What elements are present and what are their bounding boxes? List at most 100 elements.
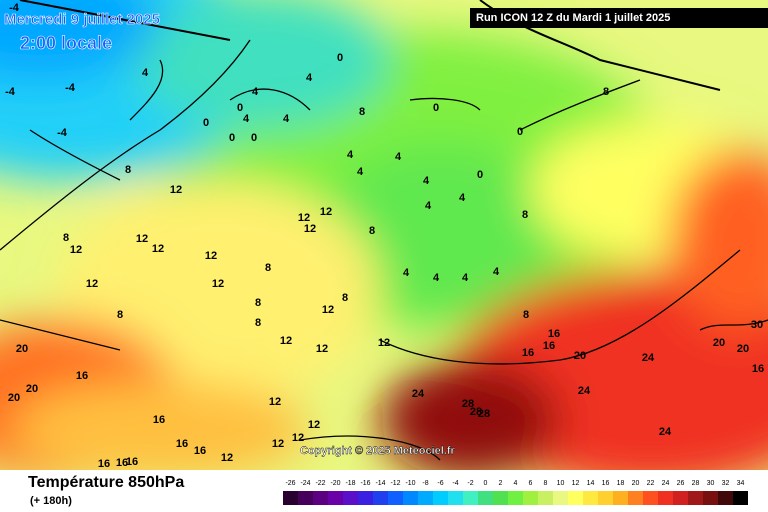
contour-label: -4 <box>65 82 76 94</box>
legend-label: -2 <box>467 480 473 487</box>
footer-lead: (+ 180h) <box>30 495 72 507</box>
contour-label: 12 <box>298 212 310 224</box>
legend-swatch <box>343 491 358 505</box>
legend-swatch <box>718 491 733 505</box>
legend-label: 30 <box>707 480 715 487</box>
legend-label: -26 <box>285 480 295 487</box>
contour-label: 16 <box>194 445 206 457</box>
contour-label: 12 <box>308 419 320 431</box>
contour-label: 12 <box>316 343 328 355</box>
contour-label: 12 <box>292 432 304 444</box>
run-label: Run ICON 12 Z du Mardi 1 juillet 2025 <box>476 12 670 24</box>
legend-label: -22 <box>315 480 325 487</box>
contour-label: 12 <box>205 250 217 262</box>
contour-label: 8 <box>523 309 529 321</box>
legend-swatch <box>538 491 553 505</box>
contour-label: 24 <box>578 385 591 397</box>
contour-label: 20 <box>26 383 38 395</box>
contour-label: 20 <box>737 343 749 355</box>
contour-label: 12 <box>152 243 164 255</box>
contour-label: 0 <box>337 52 343 64</box>
contour-label: 8 <box>125 164 131 176</box>
legend-label: 12 <box>572 480 580 487</box>
contour-label: 12 <box>136 233 148 245</box>
legend-swatch <box>553 491 568 505</box>
legend-swatch <box>478 491 493 505</box>
contour-label: 0 <box>517 126 523 138</box>
legend-swatch <box>493 491 508 505</box>
contour-label: 24 <box>642 352 655 364</box>
contour-label: 16 <box>153 414 165 426</box>
contour-label: 12 <box>170 184 182 196</box>
legend-label: 24 <box>662 480 670 487</box>
legend-swatch <box>463 491 478 505</box>
contour-label: 8 <box>359 106 365 118</box>
legend-swatch <box>703 491 718 505</box>
legend-swatch <box>628 491 643 505</box>
legend-label: -4 <box>452 480 458 487</box>
legend-swatch <box>688 491 703 505</box>
contour-label: 12 <box>86 278 98 290</box>
contour-label: 12 <box>70 244 82 256</box>
legend-swatch <box>373 491 388 505</box>
legend-label: -8 <box>422 480 428 487</box>
contour-label: 20 <box>713 337 725 349</box>
contour-label: 16 <box>548 328 560 340</box>
contour-label: 0 <box>477 169 483 181</box>
contour-label: 20 <box>8 392 20 404</box>
contour-label: 16 <box>126 456 138 468</box>
contour-label: 4 <box>459 192 466 204</box>
footer-title: Température 850hPa <box>28 474 184 491</box>
contour-label: 4 <box>462 272 469 284</box>
legend-label: -20 <box>330 480 340 487</box>
color-legend: -26 -24 -22 -20 -18 -16 -14 -12 -10 -8 -6 -4 -2 0 2 4 6 8… <box>283 480 748 505</box>
legend-swatch <box>658 491 673 505</box>
contour-label: 4 <box>306 72 313 84</box>
local-time: 2:00 locale <box>20 33 112 53</box>
contour-label: 8 <box>255 317 261 329</box>
legend-swatch <box>313 491 328 505</box>
contour-label: 20 <box>16 343 28 355</box>
legend-label: 0 <box>484 480 488 487</box>
contour-label: 12 <box>221 452 233 464</box>
contour-label: 12 <box>378 337 390 349</box>
legend-label: 8 <box>544 480 548 487</box>
contour-label: 0 <box>203 117 209 129</box>
legend-label: 20 <box>632 480 640 487</box>
contour-label: 4 <box>283 113 290 125</box>
contour-label: 28 <box>478 408 490 420</box>
contour-label: 20 <box>574 350 586 362</box>
legend-label: 28 <box>692 480 700 487</box>
contour-label: 8 <box>255 297 261 309</box>
contour-label: 16 <box>522 347 534 359</box>
legend-swatch <box>448 491 463 505</box>
legend-swatch <box>433 491 448 505</box>
legend-swatch <box>523 491 538 505</box>
contour-label: 16 <box>116 457 128 469</box>
contour-label: 30 <box>751 319 763 331</box>
contour-label: -4 <box>57 127 68 139</box>
valid-date: Mercredi 9 juillet 2025 <box>4 11 160 28</box>
contour-label: 8 <box>603 86 609 98</box>
contour-label: 16 <box>752 363 764 375</box>
legend-swatch <box>673 491 688 505</box>
legend-label: 18 <box>617 480 625 487</box>
contour-label: 4 <box>403 267 410 279</box>
contour-label: 12 <box>322 304 334 316</box>
legend-label: -14 <box>375 480 385 487</box>
contour-label: 12 <box>269 396 281 408</box>
contour-label: 4 <box>423 175 430 187</box>
copyright: Copyright © 2025 Meteociel.fr <box>300 445 456 457</box>
contour-label: 24 <box>659 426 672 438</box>
legend-swatch <box>358 491 373 505</box>
contour-label: 12 <box>280 335 292 347</box>
contour-label: 24 <box>412 388 425 400</box>
legend-label: -18 <box>345 480 355 487</box>
contour-label: 8 <box>117 309 123 321</box>
legend-label: 14 <box>587 480 595 487</box>
legend-swatch <box>508 491 523 505</box>
legend-label: -16 <box>360 480 370 487</box>
contour-label: 8 <box>522 209 528 221</box>
